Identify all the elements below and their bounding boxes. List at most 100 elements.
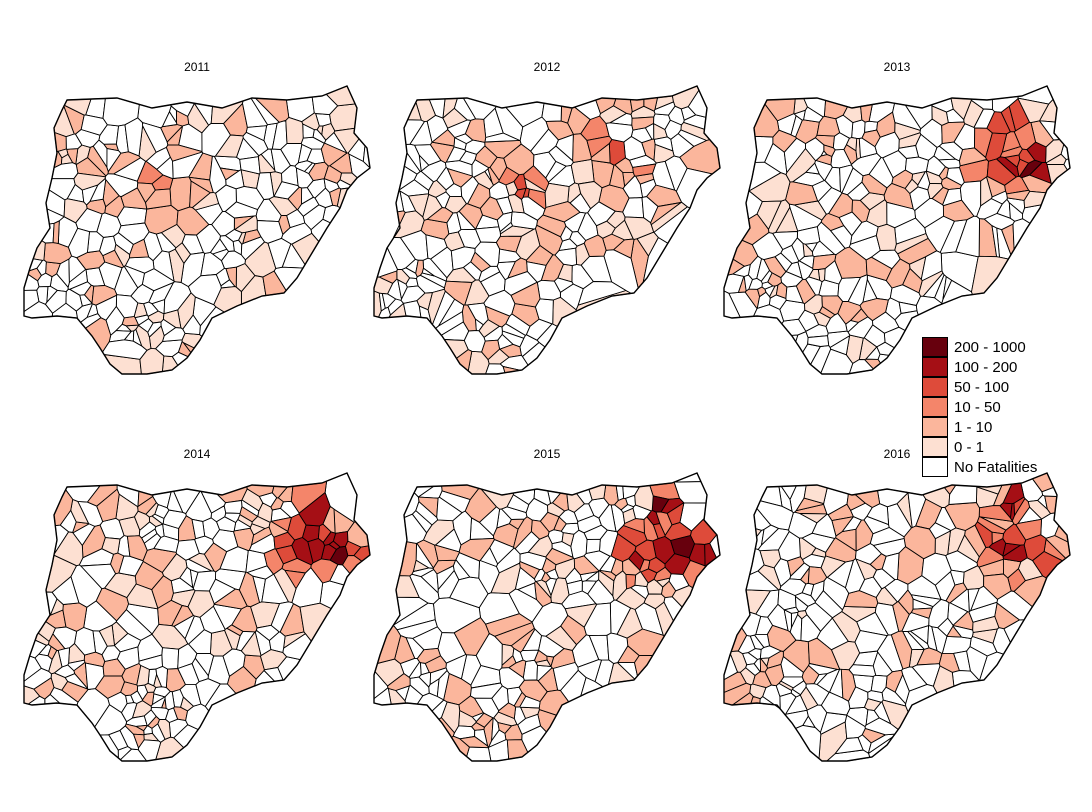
country-outline <box>373 85 721 375</box>
lga-region <box>904 156 929 175</box>
lga-region <box>741 611 762 637</box>
country-outline <box>373 472 721 762</box>
legend-swatch <box>922 377 948 397</box>
lga-region <box>774 252 793 273</box>
lga-region <box>530 519 550 540</box>
lga-region <box>45 289 67 314</box>
lga-region <box>653 113 671 130</box>
lga-region <box>986 111 1011 135</box>
lga-region <box>169 176 192 212</box>
lga-region <box>196 224 221 254</box>
lga-region <box>846 137 858 152</box>
lga-region <box>874 131 900 159</box>
lga-region <box>764 663 785 687</box>
lga-region <box>117 222 150 245</box>
country-outline <box>723 472 1071 762</box>
lga-region <box>244 241 277 278</box>
lga-region <box>496 211 513 233</box>
lga-region <box>491 685 509 712</box>
lga-region <box>147 715 160 729</box>
lga-region <box>98 624 115 647</box>
lga-region <box>64 673 89 690</box>
lga-region <box>41 222 55 244</box>
lga-region <box>156 156 174 180</box>
legend-label: 1 - 10 <box>954 418 993 436</box>
lga-region <box>791 237 805 262</box>
lga-region <box>51 576 80 605</box>
legend-label: 10 - 50 <box>954 398 1001 416</box>
lga-region <box>450 246 476 271</box>
lga-region <box>438 490 471 514</box>
lga-region <box>123 265 145 289</box>
lga-region <box>811 513 837 539</box>
lga-region <box>971 255 1009 296</box>
legend-swatch <box>922 457 948 477</box>
lga-region <box>435 191 451 209</box>
panel-title: 2015 <box>533 447 561 461</box>
lga-region <box>273 568 297 603</box>
lga-region <box>839 164 854 194</box>
legend-swatch <box>922 437 948 457</box>
lga-region <box>535 659 552 667</box>
lga-region <box>133 733 145 749</box>
choropleth-map <box>723 472 1071 762</box>
legend-label: 50 - 100 <box>954 378 1010 396</box>
lga-region <box>99 235 117 257</box>
lga-region <box>1008 202 1024 222</box>
lga-region <box>804 602 833 632</box>
lga-region <box>748 277 763 290</box>
choropleth-map <box>723 85 1071 375</box>
legend-swatch <box>922 417 948 437</box>
lga-region <box>224 512 241 523</box>
lga-region <box>909 186 931 211</box>
lga-region <box>946 625 962 638</box>
lga-region <box>80 114 108 136</box>
lga-region <box>859 298 889 322</box>
lga-region <box>991 531 1004 545</box>
legend-label: 0 - 1 <box>954 438 985 456</box>
choropleth-map <box>23 85 371 375</box>
lga-region <box>245 125 268 142</box>
lga-region <box>577 281 627 306</box>
lga-region <box>224 201 258 219</box>
lga-region <box>291 567 324 608</box>
lga-region <box>577 181 603 210</box>
lga-region <box>518 679 548 702</box>
lga-region <box>136 182 156 203</box>
lga-region <box>435 528 462 553</box>
lga-region <box>970 585 998 612</box>
legend-item-0-1: 0 - 1 <box>922 437 1072 457</box>
lga-region <box>616 607 643 639</box>
lga-region <box>403 300 422 318</box>
lga-region <box>238 571 260 608</box>
lga-region <box>805 683 830 706</box>
lga-region <box>561 532 575 547</box>
lga-region <box>590 143 611 164</box>
legend-label: No Fatalities <box>954 458 1038 476</box>
lga-region <box>761 524 779 546</box>
lga-region <box>927 625 938 652</box>
lga-region <box>760 657 770 667</box>
lga-region <box>86 231 104 253</box>
lga-region <box>634 655 654 677</box>
lga-region <box>610 533 637 562</box>
lga-region <box>784 606 799 614</box>
lga-region <box>397 279 408 300</box>
lga-region <box>503 143 535 176</box>
lga-region <box>475 633 503 671</box>
lga-region <box>870 674 888 694</box>
lga-region <box>670 535 695 559</box>
lga-region <box>176 206 210 236</box>
legend-label: 100 - 200 <box>954 358 1018 376</box>
lga-region <box>525 318 553 341</box>
lga-region <box>869 527 905 546</box>
lga-region <box>177 663 200 686</box>
lga-region <box>907 575 942 600</box>
lga-region <box>101 537 121 555</box>
lga-region <box>867 690 884 703</box>
lga-region <box>471 712 485 723</box>
lga-region <box>257 153 276 174</box>
map-legend: 200 - 1000 100 - 200 50 - 100 10 - 50 1 … <box>922 337 1072 477</box>
lga-region <box>807 335 830 347</box>
lga-region <box>897 145 920 159</box>
